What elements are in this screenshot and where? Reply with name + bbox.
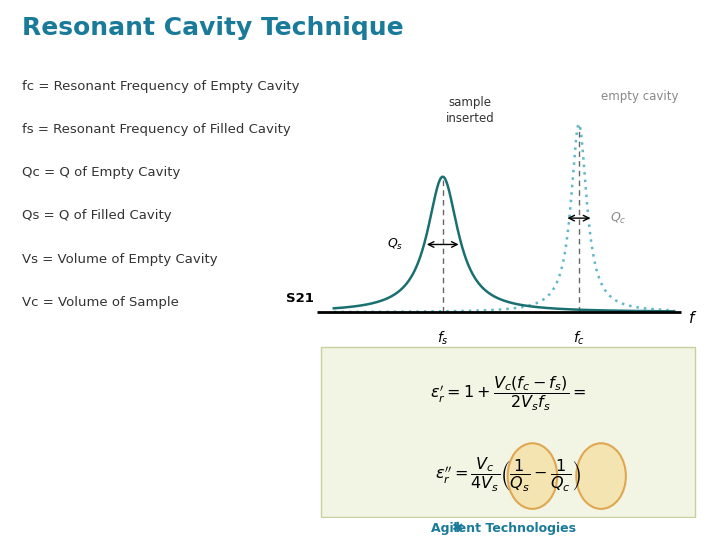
Ellipse shape [508, 443, 557, 509]
Text: Agilent Technologies: Agilent Technologies [431, 522, 577, 535]
Text: $f$: $f$ [688, 310, 697, 326]
Text: ✱: ✱ [451, 521, 463, 535]
Text: $Q_c$: $Q_c$ [610, 211, 626, 226]
Text: fs = Resonant Frequency of Filled Cavity: fs = Resonant Frequency of Filled Cavity [22, 123, 290, 136]
Text: $\varepsilon_r' = 1 + \dfrac{V_c(f_c - f_s)}{2V_s f_s} =$: $\varepsilon_r' = 1 + \dfrac{V_c(f_c - f… [430, 375, 585, 413]
Text: sample
inserted: sample inserted [446, 96, 495, 125]
Text: $\varepsilon_r'' = \dfrac{V_c}{4V_s}\left(\dfrac{1}{Q_s} - \dfrac{1}{Q_c}\right): $\varepsilon_r'' = \dfrac{V_c}{4V_s}\lef… [434, 456, 581, 495]
Text: fc = Resonant Frequency of Empty Cavity: fc = Resonant Frequency of Empty Cavity [22, 80, 299, 93]
FancyBboxPatch shape [320, 347, 695, 517]
Text: Qs = Q of Filled Cavity: Qs = Q of Filled Cavity [22, 210, 171, 222]
Text: $f_c$: $f_c$ [573, 329, 585, 347]
Text: Vc = Volume of Sample: Vc = Volume of Sample [22, 296, 179, 309]
Ellipse shape [576, 443, 626, 509]
Text: $f_s$: $f_s$ [437, 329, 449, 347]
Text: empty cavity: empty cavity [601, 90, 679, 103]
Text: Vs = Volume of Empty Cavity: Vs = Volume of Empty Cavity [22, 253, 217, 266]
Text: ASTM 2520: ASTM 2520 [462, 504, 546, 517]
Text: S21: S21 [286, 292, 313, 305]
Text: Resonant Cavity Technique: Resonant Cavity Technique [22, 16, 403, 40]
Text: Qc = Q of Empty Cavity: Qc = Q of Empty Cavity [22, 166, 180, 179]
Text: $Q_s$: $Q_s$ [387, 237, 404, 252]
